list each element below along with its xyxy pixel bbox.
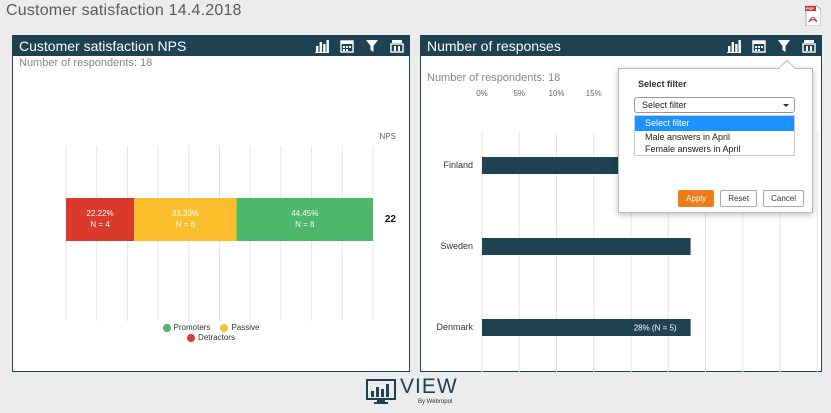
filter-option-select-filter[interactable]: Select filter xyxy=(635,116,794,131)
cancel-button[interactable]: Cancel xyxy=(763,190,804,207)
legend-label-passive: Passive xyxy=(231,323,260,332)
nps-segment-promoters xyxy=(236,198,373,241)
nps-segment-label: 44.45% xyxy=(291,209,318,218)
legend-item-detractors[interactable]: Detractors xyxy=(187,333,235,342)
responses-category-label: Finland xyxy=(443,160,473,170)
nps-panel-title: Customer satisfaction NPS xyxy=(19,38,187,54)
nps-segment-passive xyxy=(134,198,237,241)
nps-respondents-count: Number of respondents: 18 xyxy=(19,57,153,69)
filter-icon[interactable] xyxy=(776,38,792,54)
nps-chart: 0102030405060708090100NPSNPS22.22%N = 43… xyxy=(65,132,397,321)
responses-x-tick-label: 10% xyxy=(548,89,564,98)
bar-chart-icon[interactable] xyxy=(314,38,330,54)
filter-select-value: Select filter xyxy=(642,100,687,110)
view-logo: VIEW By Webropol xyxy=(366,375,476,409)
logo-text: VIEW xyxy=(400,375,458,398)
responses-panel-title: Number of responses xyxy=(427,38,561,54)
nps-legend: Promoters Passive Detractors xyxy=(13,323,409,343)
nps-segment-detractors xyxy=(66,198,135,241)
chevron-down-icon xyxy=(783,104,789,107)
legend-item-passive[interactable]: Passive xyxy=(220,323,259,332)
filter-icon[interactable] xyxy=(364,38,380,54)
legend-label-detractors: Detractors xyxy=(198,333,235,342)
filter-option-male-april[interactable]: Male answers in April xyxy=(645,132,731,142)
nps-segment-count: N = 8 xyxy=(295,220,315,229)
nps-segment-count: N = 4 xyxy=(90,220,110,229)
responses-x-tick-label: 0% xyxy=(476,89,488,98)
responses-x-tick-label: 5% xyxy=(513,89,525,98)
legend-dot-passive xyxy=(220,323,229,332)
page-title: Customer satisfaction 14.4.2018 xyxy=(6,2,242,19)
responses-category-label: Sweden xyxy=(440,241,473,251)
responses-panel-header: Number of responses xyxy=(421,36,821,56)
nps-score-value: 22 xyxy=(385,214,397,225)
filter-popup-title: Select filter xyxy=(638,79,687,89)
nps-panel: Customer satisfaction NPS Numb xyxy=(12,35,410,372)
legend-dot-promoters xyxy=(162,323,171,332)
legend-dot-detractors xyxy=(187,333,196,342)
clear-filter-icon[interactable] xyxy=(389,38,405,54)
pdf-icon[interactable]: PDF xyxy=(805,5,821,26)
bar-chart-icon[interactable] xyxy=(726,38,742,54)
responses-bar-label: 28% (N = 5) xyxy=(634,324,677,333)
reset-button[interactable]: Reset xyxy=(720,190,758,207)
legend-item-promoters[interactable]: Promoters xyxy=(162,323,211,332)
nps-segment-label: 22.22% xyxy=(87,209,114,218)
monitor-chart-icon xyxy=(366,379,396,404)
filter-popup: Select filter Select filter Select filte… xyxy=(618,59,813,213)
nps-segment-label: 33.33% xyxy=(172,209,199,218)
logo-subtitle: By Webropol xyxy=(418,399,453,405)
nps-column-header: NPS xyxy=(380,132,396,141)
legend-label-promoters: Promoters xyxy=(173,323,211,332)
filter-options-list: Select filter Male answers in April Fema… xyxy=(634,115,795,156)
calendar-icon[interactable] xyxy=(339,38,355,54)
responses-x-tick-label: 15% xyxy=(586,89,602,98)
calendar-icon[interactable] xyxy=(751,38,767,54)
filter-select[interactable]: Select filter xyxy=(634,97,795,113)
responses-bar xyxy=(482,319,691,336)
nps-panel-header: Customer satisfaction NPS xyxy=(13,36,409,56)
nps-segment-count: N = 6 xyxy=(176,220,196,229)
svg-text:PDF: PDF xyxy=(806,6,815,11)
responses-category-label: Denmark xyxy=(436,322,473,332)
responses-respondents-count: Number of respondents: 18 xyxy=(427,72,561,84)
filter-option-female-april[interactable]: Female answers in April xyxy=(645,144,741,154)
clear-filter-icon[interactable] xyxy=(801,38,817,54)
responses-bar xyxy=(482,238,691,255)
apply-button[interactable]: Apply xyxy=(678,190,715,207)
